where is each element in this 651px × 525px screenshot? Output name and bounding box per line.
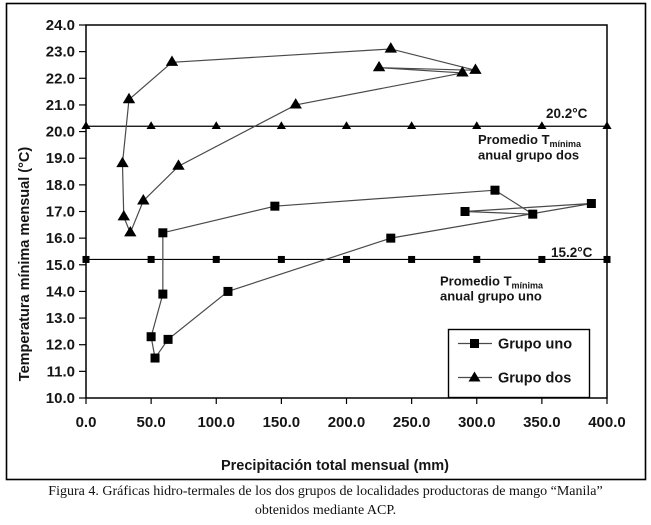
y-tick-label: 12.0 bbox=[46, 337, 75, 354]
x-tick-label: 200.0 bbox=[328, 414, 366, 431]
series-marker-grupo-dos bbox=[165, 55, 179, 66]
y-tick-label: 16.0 bbox=[46, 230, 75, 247]
ref-line-dos-annotation-main: Promedio T bbox=[478, 132, 550, 147]
y-tick-label: 19.0 bbox=[46, 150, 75, 167]
figure-caption-line-1: Figura 4. Gráficas hidro-termales de los… bbox=[48, 484, 603, 499]
x-tick-label: 50.0 bbox=[137, 414, 166, 431]
series-marker-grupo-uno bbox=[270, 201, 280, 211]
series-marker-grupo-dos bbox=[137, 194, 150, 205]
y-tick-label: 21.0 bbox=[46, 97, 75, 114]
legend-label-grupo-dos: Grupo dos bbox=[498, 371, 571, 387]
reference-line-marker bbox=[82, 255, 90, 263]
reference-line-marker bbox=[602, 121, 612, 130]
legend-entry-grupo-dos: Grupo dos bbox=[458, 371, 571, 387]
ref-line-dos-annotation-line2: anual grupo dos bbox=[478, 148, 579, 163]
series-marker-grupo-uno bbox=[528, 209, 538, 219]
y-tick-label: 18.0 bbox=[46, 177, 75, 194]
reference-line-marker bbox=[212, 255, 220, 263]
ref-line-uno-annotation: Promedio Tmínima bbox=[440, 274, 544, 291]
hydrothermal-chart: 10.0 11.0 12.0 13.0 14.0 15.0 16.0 17.0 18.0 19.0… bbox=[5, 2, 647, 481]
x-tick-label: 350.0 bbox=[523, 414, 561, 431]
ref-line-uno-annotation-main: Promedio T bbox=[440, 274, 512, 289]
x-axis-title: Precipitación total mensual (mm) bbox=[221, 458, 449, 474]
reference-line-marker bbox=[147, 255, 155, 263]
ref-line-dos-annotation-subscript: mínima bbox=[550, 139, 583, 149]
series-marker-grupo-uno bbox=[586, 199, 596, 209]
series-marker-grupo-uno bbox=[223, 286, 233, 296]
series-marker-grupo-dos bbox=[372, 60, 386, 72]
series-marker-grupo-dos bbox=[117, 210, 130, 221]
triangle-marker-icon bbox=[468, 371, 481, 382]
series-marker-grupo-dos bbox=[456, 66, 469, 77]
reference-line-marker bbox=[277, 255, 285, 263]
y-tick-label: 23.0 bbox=[46, 44, 75, 61]
figure-caption: Figura 4. Gráficas hidro-termales de los… bbox=[0, 483, 651, 520]
x-tick-label: 0.0 bbox=[76, 414, 97, 431]
series-line-grupo-dos bbox=[121, 48, 476, 235]
series-marker-grupo-uno bbox=[158, 228, 168, 238]
legend-box bbox=[447, 328, 591, 399]
chart-dynamic: 10.0 11.0 12.0 13.0 14.0 15.0 16.0 17.0 18.0 19.0… bbox=[46, 17, 626, 431]
ref-line-uno-annotation-line2: anual grupo uno bbox=[440, 289, 542, 304]
reference-line-marker bbox=[146, 121, 156, 130]
series-marker-grupo-uno bbox=[146, 332, 156, 342]
series-marker-grupo-dos bbox=[384, 42, 397, 53]
legend-entry-grupo-uno: Grupo uno bbox=[458, 337, 572, 353]
series-marker-grupo-uno bbox=[460, 207, 470, 216]
series-marker-grupo-uno bbox=[490, 185, 500, 195]
y-tick-label: 17.0 bbox=[46, 204, 75, 221]
y-tick-label: 13.0 bbox=[46, 310, 75, 327]
reference-line-marker bbox=[603, 255, 611, 263]
figure-border bbox=[5, 2, 647, 481]
x-tick-label: 300.0 bbox=[458, 414, 496, 431]
y-tick-label: 24.0 bbox=[46, 17, 75, 34]
series-marker-grupo-dos bbox=[116, 156, 129, 168]
series-marker-grupo-uno bbox=[386, 233, 396, 243]
y-tick-label: 11.0 bbox=[47, 363, 75, 380]
y-tick-label: 14.0 bbox=[46, 283, 75, 300]
y-tick-label: 10.0 bbox=[46, 390, 75, 407]
reference-line-marker bbox=[276, 121, 286, 130]
series-marker-grupo-uno bbox=[158, 289, 168, 299]
y-axis-title: Temperatura mínima mensual (°C) bbox=[17, 147, 33, 382]
ref-line-dos-annotation: Promedio Tmínima bbox=[478, 132, 582, 149]
ref-line-uno-value-label: 15.2°C bbox=[551, 245, 593, 260]
reference-line-marker bbox=[211, 121, 221, 130]
series-marker-grupo-dos bbox=[469, 63, 482, 74]
ref-line-dos-value-label: 20.2°C bbox=[546, 106, 588, 121]
reference-line-marker bbox=[81, 121, 91, 130]
series-marker-grupo-dos bbox=[289, 98, 302, 109]
ref-line-uno-annotation-subscript: mínima bbox=[512, 281, 545, 291]
series-marker-grupo-dos bbox=[124, 226, 137, 237]
reference-line-marker bbox=[341, 121, 352, 130]
square-marker-icon bbox=[470, 339, 479, 348]
reference-line-marker bbox=[407, 121, 417, 130]
y-tick-label: 20.0 bbox=[46, 124, 75, 141]
reference-line-marker bbox=[538, 255, 546, 263]
y-tick-label: 15.0 bbox=[46, 257, 75, 274]
x-tick-label: 400.0 bbox=[588, 414, 626, 431]
x-tick-label: 250.0 bbox=[393, 414, 431, 431]
y-tick-label: 22.0 bbox=[46, 70, 75, 87]
legend-label-grupo-uno: Grupo uno bbox=[498, 337, 572, 353]
legend: Grupo uno Grupo dos bbox=[447, 328, 591, 399]
reference-line-marker bbox=[473, 255, 481, 263]
series-marker-grupo-dos bbox=[172, 159, 185, 170]
reference-line-marker bbox=[472, 121, 482, 130]
series-marker-grupo-dos bbox=[122, 92, 136, 104]
reference-line-marker bbox=[408, 255, 416, 263]
x-tick-label: 100.0 bbox=[197, 414, 235, 431]
series-marker-grupo-uno bbox=[150, 353, 160, 363]
x-tick-label: 150.0 bbox=[263, 414, 301, 431]
reference-line-marker bbox=[537, 121, 547, 130]
figure-caption-line-2: obtenidos mediante ACP. bbox=[254, 502, 397, 518]
series-marker-grupo-uno bbox=[163, 334, 173, 344]
reference-line-marker bbox=[343, 255, 350, 263]
